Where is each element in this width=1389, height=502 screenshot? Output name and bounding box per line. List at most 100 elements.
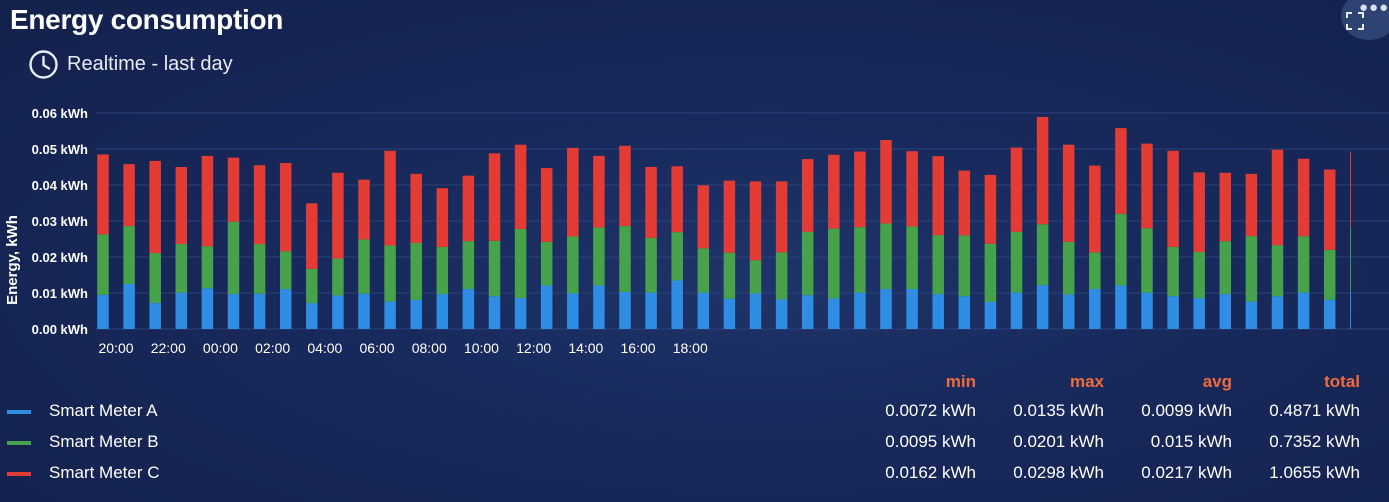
bar-stack[interactable] [984,174,997,329]
bar-segment-meter-c[interactable] [828,154,840,229]
bar-segment-meter-c[interactable] [175,167,188,245]
bar-segment-meter-c[interactable] [306,203,318,269]
bar-segment-meter-a[interactable] [906,289,918,329]
bar-segment-meter-a[interactable] [540,285,553,329]
bar-segment-meter-a[interactable] [619,291,631,329]
bar-stack[interactable] [123,164,135,329]
bar-stack[interactable] [1193,172,1205,329]
bar-stack[interactable] [1167,150,1179,329]
bar-stack[interactable] [932,156,944,329]
legend-row-meter-c[interactable]: Smart Meter C 0.0162 kWh 0.0298 kWh 0.02… [0,458,1389,488]
bar-segment-meter-a[interactable] [1219,294,1232,329]
bar-stack[interactable] [1089,165,1101,329]
bar-segment-meter-b[interactable] [279,251,292,290]
bar-segment-meter-c[interactable] [1010,147,1023,232]
bar-segment-meter-b[interactable] [1036,224,1049,286]
bar-segment-meter-a[interactable] [671,280,683,329]
bar-segment-meter-b[interactable] [1323,249,1336,300]
bar-segment-meter-a[interactable] [1350,291,1351,329]
bar-segment-meter-a[interactable] [436,294,449,329]
bar-segment-meter-c[interactable] [436,188,449,247]
bar-stack[interactable] [97,154,109,329]
bar-segment-meter-c[interactable] [906,151,918,227]
bar-segment-meter-b[interactable] [749,260,762,294]
bar-segment-meter-b[interactable] [775,252,788,300]
more-dots-icon[interactable]: ●●● [1359,0,1389,16]
bar-segment-meter-a[interactable] [97,294,109,329]
bar-segment-meter-b[interactable] [201,246,214,289]
bar-segment-meter-b[interactable] [723,252,736,299]
bar-segment-meter-c[interactable] [1245,173,1258,237]
bar-segment-meter-c[interactable] [279,163,292,252]
bar-stack[interactable] [279,163,292,329]
bar-segment-meter-c[interactable] [801,159,814,232]
bar-segment-meter-a[interactable] [253,293,266,329]
bar-segment-meter-a[interactable] [514,298,527,329]
bar-segment-meter-c[interactable] [332,172,344,259]
bar-segment-meter-b[interactable] [1193,251,1205,299]
bar-segment-meter-a[interactable] [593,285,605,329]
bar-segment-meter-b[interactable] [253,244,266,294]
bar-stack[interactable] [697,185,710,329]
bar-segment-meter-a[interactable] [1089,289,1101,329]
bar-segment-meter-c[interactable] [410,173,422,243]
bar-segment-meter-b[interactable] [1245,236,1258,302]
fullscreen-button[interactable]: ●●● [1341,0,1389,40]
bar-stack[interactable] [149,160,161,329]
bar-segment-meter-c[interactable] [697,185,710,249]
bar-stack[interactable] [775,181,788,329]
bar-segment-meter-c[interactable] [645,167,657,238]
bar-segment-meter-b[interactable] [1141,228,1153,293]
bar-stack[interactable] [671,166,683,329]
bar-segment-meter-b[interactable] [932,235,944,295]
bar-stack[interactable] [723,180,736,329]
bar-segment-meter-c[interactable] [1062,144,1075,242]
bar-segment-meter-a[interactable] [775,299,788,329]
bar-stack[interactable] [880,140,892,329]
bar-segment-meter-a[interactable] [332,295,344,329]
bar-segment-meter-b[interactable] [593,227,605,286]
bar-stack[interactable] [801,159,814,329]
bar-segment-meter-c[interactable] [1350,151,1351,228]
bar-stack[interactable] [306,203,318,329]
bar-segment-meter-c[interactable] [462,175,475,242]
bar-stack[interactable] [749,181,762,329]
bar-segment-meter-c[interactable] [540,168,553,242]
bar-segment-meter-a[interactable] [723,298,736,329]
bar-segment-meter-c[interactable] [201,155,214,247]
bar-stack[interactable] [1141,143,1153,329]
bar-stack[interactable] [384,150,396,329]
bar-segment-meter-b[interactable] [332,258,344,296]
bar-stack[interactable] [828,154,840,329]
bar-segment-meter-b[interactable] [1219,241,1232,295]
bar-stack[interactable] [567,147,579,329]
bar-segment-meter-a[interactable] [1141,292,1153,329]
bar-stack[interactable] [593,155,605,329]
bar-segment-meter-c[interactable] [149,160,161,254]
bar-segment-meter-a[interactable] [279,289,292,329]
bar-segment-meter-a[interactable] [410,299,422,329]
bar-segment-meter-a[interactable] [1323,299,1336,329]
bar-segment-meter-c[interactable] [358,179,370,240]
bar-segment-meter-c[interactable] [775,181,788,253]
bar-segment-meter-c[interactable] [671,166,683,233]
bar-segment-meter-a[interactable] [567,293,579,329]
bar-segment-meter-b[interactable] [958,235,971,297]
bar-segment-meter-b[interactable] [149,253,161,304]
bar-segment-meter-b[interactable] [175,244,188,293]
bar-segment-meter-a[interactable] [984,302,997,329]
bar-segment-meter-a[interactable] [932,294,944,329]
bar-stack[interactable] [906,151,918,329]
bar-segment-meter-b[interactable] [854,227,866,293]
bar-segment-meter-c[interactable] [619,145,631,227]
bar-segment-meter-c[interactable] [514,144,527,229]
bar-segment-meter-c[interactable] [1089,165,1101,253]
bar-segment-meter-a[interactable] [358,293,370,329]
bar-segment-meter-a[interactable] [828,298,840,329]
bar-segment-meter-a[interactable] [488,296,501,329]
bar-segment-meter-b[interactable] [828,228,840,299]
bar-segment-meter-c[interactable] [1297,158,1310,237]
bar-segment-meter-a[interactable] [1167,296,1179,329]
bar-stack[interactable] [540,168,553,329]
bar-stack[interactable] [619,145,631,329]
